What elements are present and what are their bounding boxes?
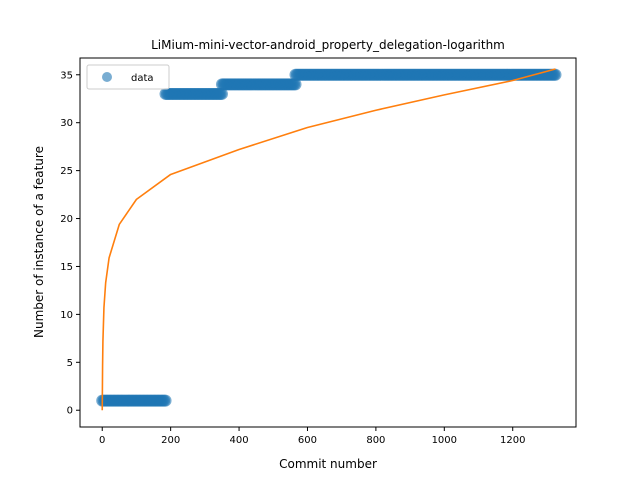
data-point <box>215 87 228 100</box>
data-point <box>549 68 562 81</box>
y-tick-label: 25 <box>60 166 73 177</box>
chart-title: LiMium-mini-vector-android_property_dele… <box>151 38 505 52</box>
x-axis: 0 200 400 600 800 1000 1200 <box>99 427 525 446</box>
x-tick-label: 0 <box>99 435 105 446</box>
y-tick-label: 5 <box>67 358 73 369</box>
x-tick-label: 1000 <box>432 435 457 446</box>
x-axis-label: Commit number <box>279 457 377 471</box>
y-axis: 0 5 10 15 20 25 30 35 <box>60 70 80 417</box>
x-tick-label: 600 <box>298 435 317 446</box>
legend-box <box>86 64 170 90</box>
x-tick-label: 800 <box>366 435 385 446</box>
plot-frame <box>79 57 577 428</box>
x-tick-label: 400 <box>230 435 249 446</box>
y-tick-label: 0 <box>67 406 73 417</box>
y-tick-label: 15 <box>60 262 73 273</box>
y-tick-label: 10 <box>60 310 73 321</box>
y-axis-label: Number of instance of a feature <box>32 146 46 338</box>
data-point <box>289 78 302 91</box>
legend-marker-data <box>102 72 112 82</box>
fit-curve <box>101 68 556 411</box>
data-point <box>159 394 172 407</box>
legend: data <box>86 64 170 90</box>
y-tick-label: 35 <box>60 70 73 81</box>
y-tick-label: 30 <box>60 118 73 129</box>
legend-label-data: data <box>131 73 154 84</box>
y-tick-label: 20 <box>60 214 73 225</box>
series-data <box>96 68 562 407</box>
x-tick-label: 200 <box>161 435 180 446</box>
x-tick-label: 1200 <box>500 435 525 446</box>
plot-marks <box>96 68 562 411</box>
plot-area <box>96 68 562 411</box>
